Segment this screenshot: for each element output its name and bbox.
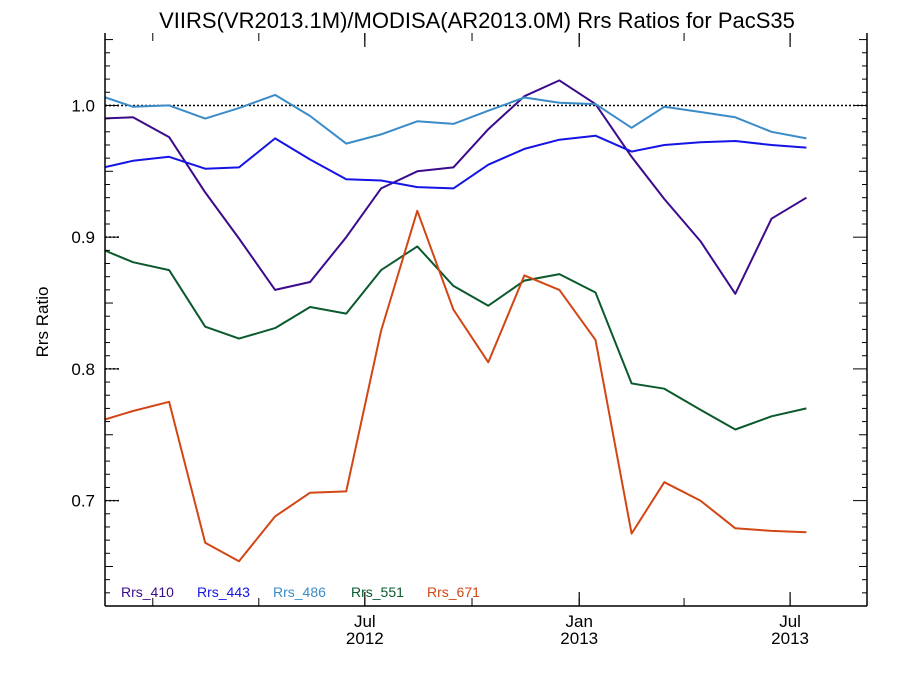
series-group	[105, 79, 807, 563]
legend-entry-rrs-486: Rrs_486	[273, 584, 326, 600]
legend: Rrs_410 Rrs_443 Rrs_486 Rrs_551 Rrs_671	[121, 584, 480, 600]
y-tick-label: 1.0	[71, 96, 95, 115]
y-tick-label: 0.8	[71, 360, 95, 379]
x-tick-label: Jan	[566, 612, 593, 631]
legend-entry-rrs-671: Rrs_671	[427, 584, 480, 600]
x-tick-label: Jul	[779, 612, 801, 631]
x-tick-label-year: 2012	[346, 629, 384, 648]
legend-entry-rrs-551: Rrs_551	[351, 584, 404, 600]
series-line-rrs-551	[105, 245, 807, 431]
legend-entry-rrs-410: Rrs_410	[121, 584, 174, 600]
series-line-rrs-671	[105, 209, 807, 563]
y-axis-label: Rrs Ratio	[33, 287, 52, 358]
series-line-rrs-443	[105, 134, 807, 190]
chart-title: VIIRS(VR2013.1M)/MODISA(AR2013.0M) Rrs R…	[159, 8, 795, 33]
y-tick-label: 0.7	[71, 492, 95, 511]
legend-entry-rrs-443: Rrs_443	[197, 584, 250, 600]
x-tick-label-year: 2013	[560, 629, 598, 648]
x-tick-label-year: 2013	[771, 629, 809, 648]
series-line-rrs-486	[105, 93, 807, 145]
series-line-rrs-410	[105, 79, 807, 295]
y-tick-label: 0.9	[71, 228, 95, 247]
x-tick-label: Jul	[354, 612, 376, 631]
